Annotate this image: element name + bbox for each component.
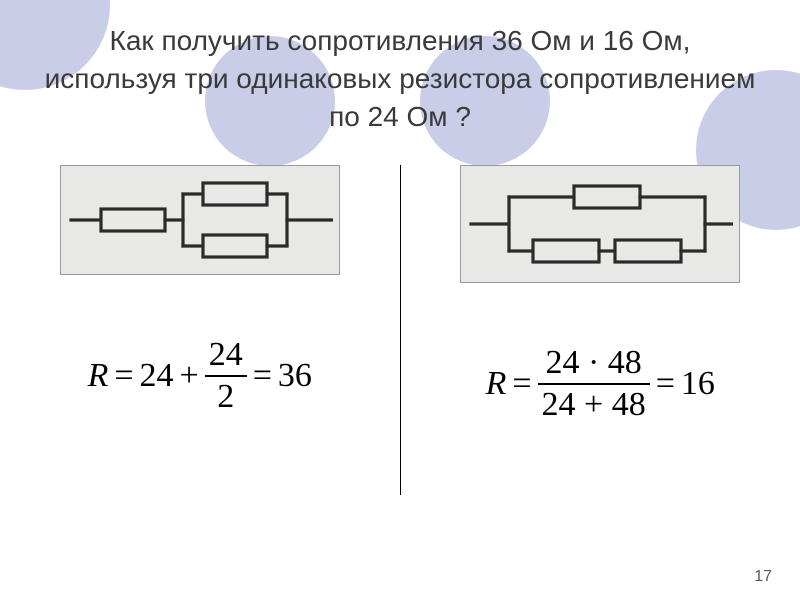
left-column: R = 24 + 24 2 = 36 bbox=[0, 165, 400, 495]
eq-sign-2: = bbox=[656, 365, 675, 403]
result-16: 16 bbox=[681, 365, 715, 403]
right-circuit-diagram bbox=[460, 165, 740, 283]
eq-sign: = bbox=[512, 365, 531, 403]
fraction-bar bbox=[205, 375, 247, 377]
term-24: 24 bbox=[140, 357, 174, 395]
fraction-bar bbox=[538, 383, 650, 385]
fraction-numerator: 24 · 48 bbox=[541, 345, 645, 381]
fraction: 24 · 48 24 + 48 bbox=[538, 345, 650, 422]
left-circuit-diagram bbox=[60, 165, 340, 275]
formula-symbol-R: R bbox=[486, 365, 507, 403]
eq-sign-2: = bbox=[253, 357, 272, 395]
eq-sign: = bbox=[114, 357, 133, 395]
fraction: 24 2 bbox=[205, 337, 247, 414]
fraction-denominator: 24 + 48 bbox=[538, 387, 650, 423]
content-row: R = 24 + 24 2 = 36 R = 24 · 48 24 + 48 bbox=[0, 165, 800, 495]
right-column: R = 24 · 48 24 + 48 = 16 bbox=[401, 165, 800, 495]
result-36: 36 bbox=[278, 357, 312, 395]
left-formula: R = 24 + 24 2 = 36 bbox=[88, 337, 312, 414]
formula-symbol-R: R bbox=[88, 357, 109, 395]
fraction-numerator: 24 bbox=[205, 337, 247, 373]
fraction-denominator: 2 bbox=[213, 379, 238, 415]
plus-sign: + bbox=[180, 357, 199, 395]
slide-title: Как получить сопротивления 36 Ом и 16 Ом… bbox=[0, 0, 800, 135]
page-number: 17 bbox=[754, 568, 772, 586]
right-formula: R = 24 · 48 24 + 48 = 16 bbox=[486, 345, 715, 422]
